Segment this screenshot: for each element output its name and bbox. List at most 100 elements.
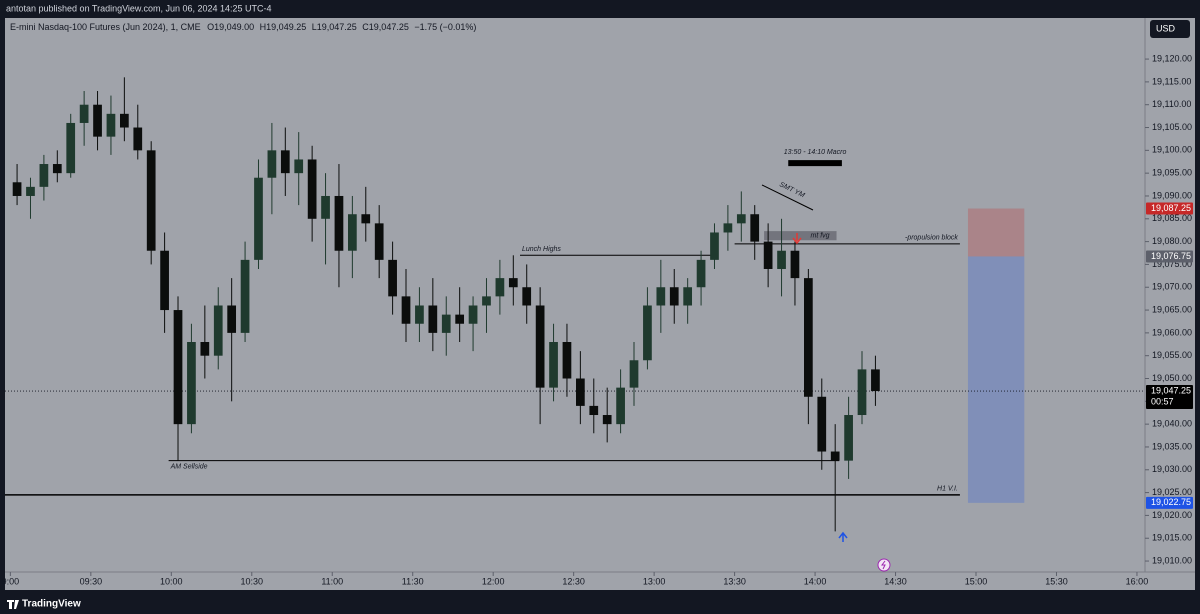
- x-tick-label: 11:00: [321, 576, 343, 586]
- candle-body: [348, 214, 357, 251]
- candle-body: [401, 296, 411, 324]
- footer: [0, 592, 1200, 614]
- y-tick-label: 19,060.00: [1152, 327, 1192, 337]
- currency[interactable]: USD: [1156, 23, 1176, 33]
- candle-body: [361, 214, 371, 224]
- candle-body: [106, 113, 116, 137]
- y-tick-label: 19,020.00: [1152, 510, 1192, 520]
- stop-zone: [967, 208, 1025, 257]
- candle-body: [307, 159, 317, 219]
- candle-body: [696, 259, 706, 288]
- fvg-box: [764, 231, 837, 241]
- candle-body: [616, 387, 625, 425]
- y-tick-label: 19,085.00: [1152, 213, 1192, 223]
- candle-body: [280, 150, 290, 174]
- price-label-box: [1146, 202, 1193, 215]
- candle-body: [629, 360, 639, 388]
- y-tick-label: 19,030.00: [1152, 464, 1192, 474]
- price-label-box: [1146, 496, 1193, 509]
- candle-body: [79, 104, 89, 123]
- y-tick-label: 19,095.00: [1152, 168, 1192, 178]
- candle-body: [254, 177, 263, 260]
- candle-body: [52, 164, 62, 174]
- price-label-box: [1146, 385, 1193, 410]
- y-tick-label: 19,010.00: [1152, 555, 1192, 565]
- fvg-label: mt fvg: [811, 233, 830, 240]
- price-label: 19,087.25: [1151, 203, 1191, 213]
- candle-body: [415, 305, 424, 324]
- candle-body: [669, 287, 679, 306]
- x-tick-label: 09:30: [80, 576, 103, 586]
- macro-label: 13:50 - 14:10 Macro: [784, 149, 847, 156]
- candle-body: [777, 250, 786, 269]
- y-tick-label: 19,115.00: [1152, 76, 1191, 86]
- currency-box[interactable]: [1150, 20, 1190, 38]
- x-tick-label: 12:30: [562, 576, 585, 586]
- candle-body: [267, 150, 277, 178]
- y-tick-label: 19,065.00: [1152, 304, 1192, 314]
- y-tick-label: 19,110.00: [1152, 99, 1191, 109]
- level-label: H1 V.I.: [937, 486, 958, 493]
- x-tick-label: 9:00: [2, 576, 20, 586]
- change: −1.75 (−0.01%): [414, 22, 476, 32]
- candle-body: [26, 186, 35, 196]
- candle-body: [508, 278, 518, 288]
- logo-mark: [7, 600, 19, 609]
- y-tick-label: 19,075.00: [1152, 259, 1192, 269]
- x-tick-label: 12:00: [482, 576, 505, 586]
- candle-body: [535, 305, 545, 388]
- level-label: -propulsion block: [905, 235, 958, 242]
- candle-body: [187, 342, 196, 425]
- y-tick-label: 19,035.00: [1152, 441, 1192, 451]
- y-tick-label: 19,080.00: [1152, 236, 1192, 246]
- candle-body: [173, 310, 183, 425]
- macro-bar: [788, 160, 842, 167]
- y-tick-label: 19,100.00: [1152, 145, 1192, 155]
- candle-body: [334, 195, 344, 251]
- candle-body: [790, 250, 800, 279]
- candle-body: [146, 150, 156, 251]
- ohlc-open: O19,049.00: [207, 22, 254, 32]
- candle-body: [321, 195, 330, 219]
- candle-body: [240, 259, 250, 333]
- buy-arrow: [838, 531, 848, 542]
- price-label-box: [1146, 250, 1193, 263]
- x-tick-label: 14:00: [804, 576, 827, 586]
- symbol-line: E-mini Nasdaq-100 Futures (Jun 2024), 1,…: [10, 22, 476, 32]
- candle-body: [683, 287, 693, 306]
- level-label: AM Sellside: [170, 463, 208, 470]
- x-tick-label: 15:30: [1045, 576, 1068, 586]
- y-tick-label: 19,055.00: [1152, 350, 1192, 360]
- x-tick-label: 13:30: [723, 576, 746, 586]
- y-tick-label: 19,070.00: [1152, 282, 1192, 292]
- candle-body: [482, 296, 491, 306]
- x-tick-label: 10:00: [160, 576, 183, 586]
- sell-arrow: [792, 233, 802, 245]
- price-label: 19,047.25: [1151, 385, 1191, 395]
- ohlc-high: H19,049.25: [260, 22, 307, 32]
- y-tick-label: 19,015.00: [1152, 533, 1192, 543]
- target-zone: [967, 256, 1025, 503]
- candle-body: [844, 415, 853, 461]
- brand: TradingView: [22, 599, 81, 610]
- x-tick-label: 13:00: [643, 576, 666, 586]
- candle-body: [133, 127, 143, 151]
- candle-body: [643, 305, 652, 361]
- candle-body: [12, 182, 22, 196]
- candle-body: [817, 396, 827, 452]
- price-label: 19,022.75: [1151, 497, 1191, 507]
- candle-body: [428, 305, 438, 333]
- x-tick-label: 15:00: [965, 576, 988, 586]
- candle-body: [562, 342, 572, 379]
- candle-body: [830, 451, 840, 461]
- candle-body: [120, 113, 129, 128]
- y-tick-label: 19,120.00: [1152, 53, 1192, 63]
- x-tick-label: 11:30: [402, 576, 424, 586]
- candle-body: [576, 378, 585, 406]
- candle-body: [160, 250, 169, 311]
- candle-body: [39, 164, 49, 187]
- price-label: 19,076.75: [1151, 251, 1191, 261]
- smt-line: [761, 184, 814, 211]
- candle-body: [455, 314, 465, 324]
- publish-info: antotan published on TradingView.com, Ju…: [6, 3, 272, 13]
